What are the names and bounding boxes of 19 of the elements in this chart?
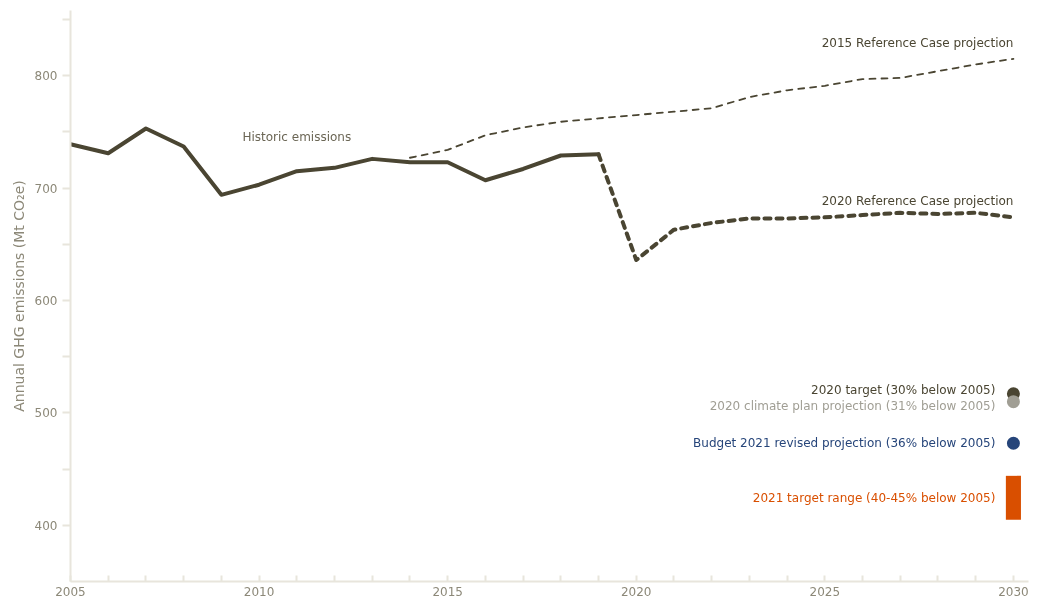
x-tick-label: 2020 — [620, 584, 652, 599]
y-tick-label: 600 — [34, 294, 58, 308]
x-tick-label: 2010 — [243, 584, 275, 599]
series-label: 2021 target range (40-45% below 2005) — [752, 490, 996, 505]
y-tick-label: 400 — [34, 518, 58, 533]
series-label: 2020 target (30% below 2005) — [811, 382, 996, 397]
series-label: Historic emissions — [242, 129, 352, 144]
y-tick-label: 800 — [34, 69, 58, 84]
y-tick-label: 500 — [34, 406, 58, 421]
series-label: 2020 Reference Case projection — [821, 194, 1014, 209]
y-tick-label: 700 — [34, 181, 58, 196]
series-label: Budget 2021 revised projection (36% below 2005) — [693, 436, 996, 451]
x-tick-label: 2005 — [55, 584, 86, 599]
x-tick-label: 2025 — [809, 584, 841, 599]
series-label: 2020 climate plan projection (31% below 2005) — [709, 398, 996, 413]
x-tick-label: 2030 — [998, 584, 1029, 599]
series-label: 2015 Reference Case projection — [821, 35, 1014, 50]
x-tick-label: 2015 — [432, 584, 463, 599]
y-axis-title: Annual GHG emissions (Mt CO₂e) — [10, 180, 27, 412]
